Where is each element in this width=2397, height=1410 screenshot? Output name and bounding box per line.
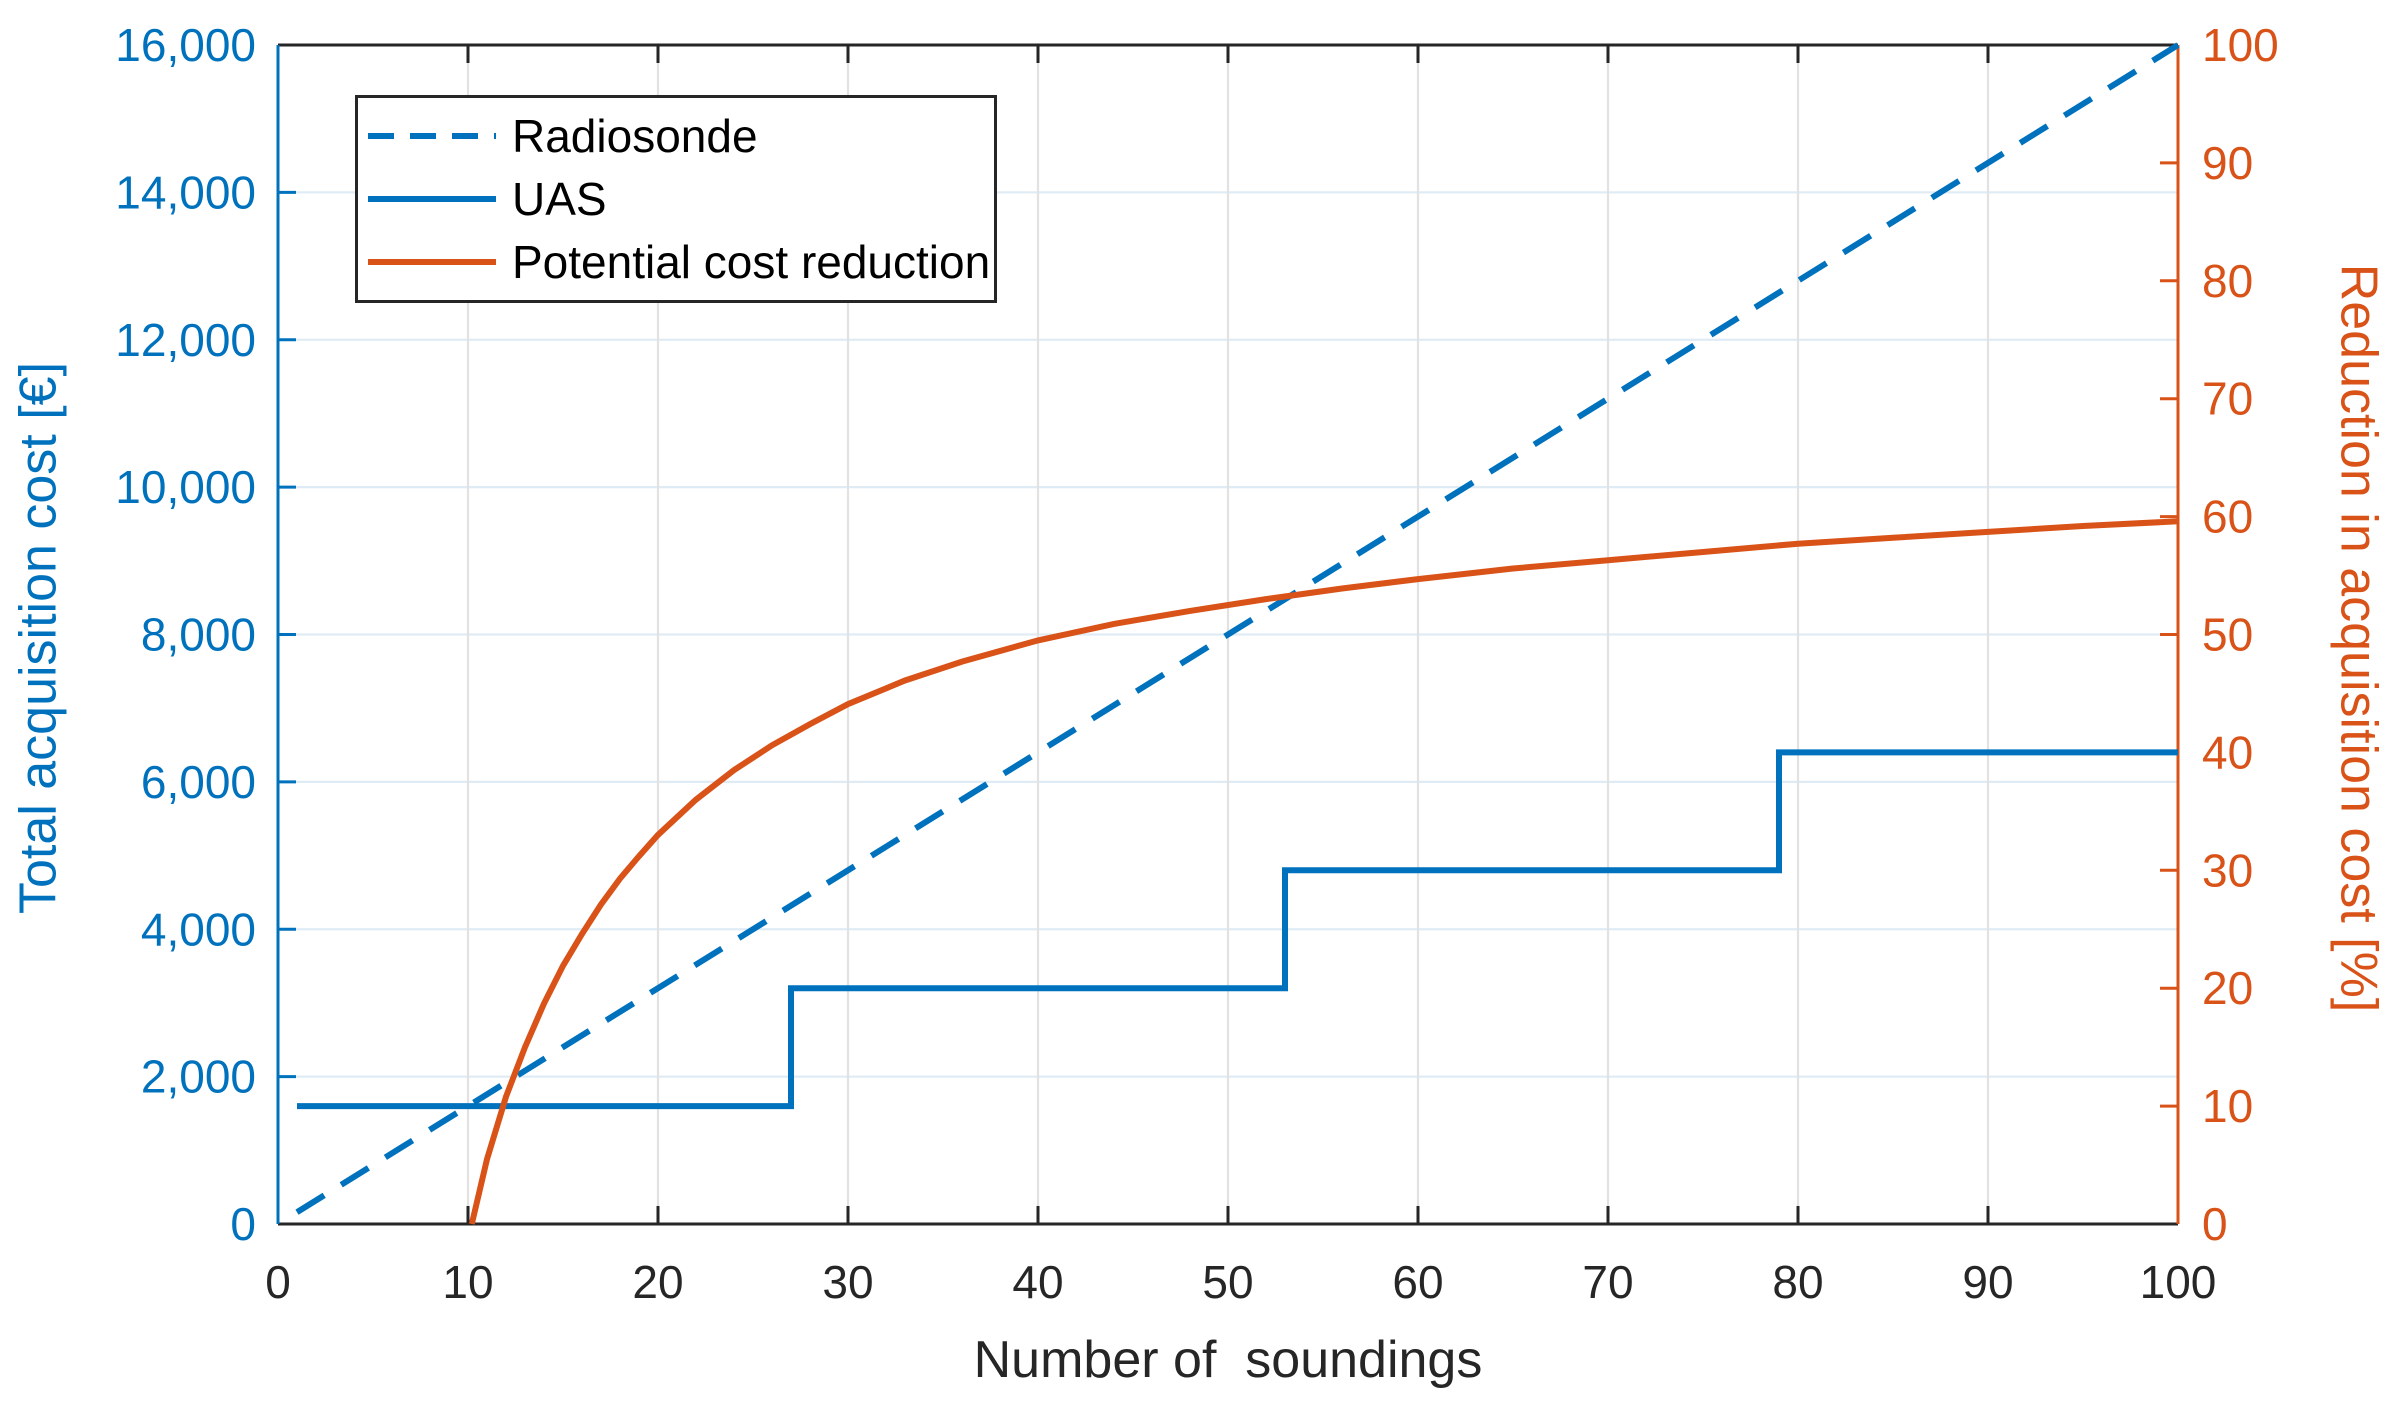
y-left-tick-label: 0	[230, 1198, 256, 1250]
x-tick-label: 40	[1012, 1256, 1063, 1308]
x-tick-label: 20	[632, 1256, 683, 1308]
legend-item-label: Radiosonde	[512, 109, 758, 162]
x-tick-label: 100	[2140, 1256, 2217, 1308]
y-right-tick-label: 60	[2202, 491, 2253, 543]
y-left-tick-label: 14,000	[115, 166, 256, 218]
x-tick-label: 70	[1582, 1256, 1633, 1308]
right-axis-title: Reduction in acquisition cost [%]	[2329, 263, 2388, 1013]
y-left-tick-label: 16,000	[115, 19, 256, 71]
x-axis-title: Number of soundings	[973, 1331, 1483, 1389]
x-tick-label: 10	[442, 1256, 493, 1308]
legend: Radiosonde UAS Potential cost reduction	[355, 95, 997, 303]
x-tick-label: 50	[1202, 1256, 1253, 1308]
x-tick-label: 80	[1772, 1256, 1823, 1308]
series-uas	[297, 749, 2178, 1110]
y-right-tick-label: 10	[2202, 1080, 2253, 1132]
legend-line-sample-solid	[368, 259, 496, 266]
y-right-tick-label: 50	[2202, 609, 2253, 661]
y-right-tick-label: 100	[2202, 19, 2279, 71]
legend-item: Potential cost reduction	[368, 239, 994, 285]
y-left-tick-label: 2,000	[141, 1051, 256, 1103]
legend-line-sample-dashed	[368, 132, 496, 139]
y-right-tick-label: 30	[2202, 844, 2253, 896]
legend-item-label: UAS	[512, 172, 607, 225]
y-left-tick-label: 6,000	[141, 756, 256, 808]
y-right-tick-label: 90	[2202, 137, 2253, 189]
legend-item-label: Potential cost reduction	[512, 236, 991, 289]
legend-item: Radiosonde	[368, 113, 994, 159]
x-tick-label: 0	[265, 1256, 291, 1308]
y-left-tick-label: 4,000	[141, 903, 256, 955]
x-tick-label: 60	[1392, 1256, 1443, 1308]
x-tick-label: 90	[1962, 1256, 2013, 1308]
series-radiosonde	[295, 42, 2180, 1215]
x-tick-label: 30	[822, 1256, 873, 1308]
y-right-tick-label: 80	[2202, 255, 2253, 307]
legend-line-sample-solid	[368, 195, 496, 202]
y-left-tick-label: 12,000	[115, 314, 256, 366]
y-right-tick-label: 40	[2202, 726, 2253, 778]
y-right-tick-label: 70	[2202, 373, 2253, 425]
series-potential-cost-reduction	[468, 518, 2179, 1225]
y-right-tick-label: 0	[2202, 1198, 2228, 1250]
legend-item: UAS	[368, 176, 994, 222]
y-right-tick-label: 20	[2202, 962, 2253, 1014]
y-left-tick-label: 10,000	[115, 461, 256, 513]
left-axis-title: Total acquisition cost [€]	[9, 361, 68, 915]
y-left-tick-label: 8,000	[141, 609, 256, 661]
